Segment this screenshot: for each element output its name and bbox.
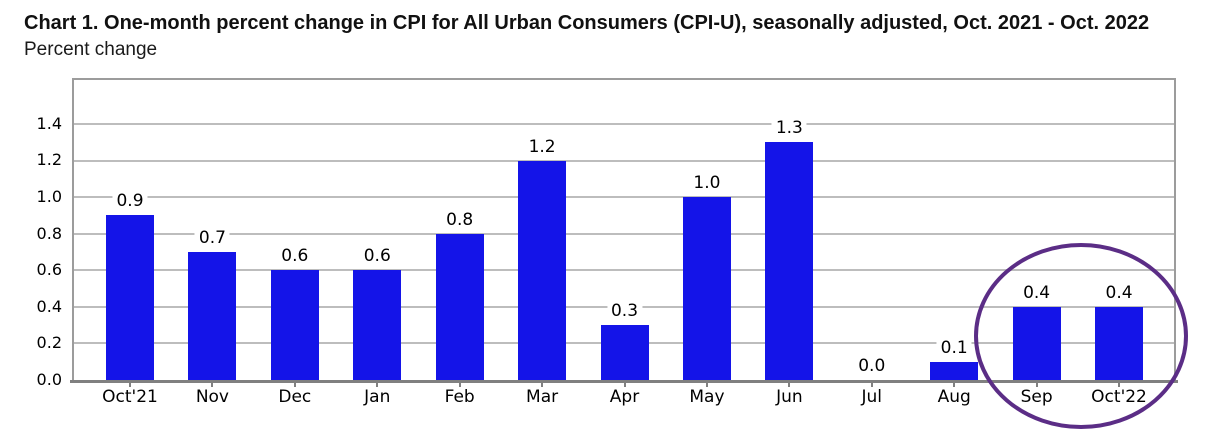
- x-axis-label: Jun: [776, 387, 803, 407]
- bar: [930, 361, 979, 380]
- bar-value-label: 1.3: [771, 118, 807, 139]
- y-axis-tick-label: 1.0: [36, 187, 62, 207]
- bar-value-label: 0.8: [442, 209, 478, 230]
- x-axis-tick: [458, 383, 461, 387]
- bar-value-label: 0.3: [606, 301, 643, 322]
- bar: [1095, 306, 1144, 380]
- plot-area: 0.9 0.7 0.6 0.6 0.8 1.2 0.3 1.0 1.3 0.0 0.1 0.4 0.4: [72, 78, 1176, 380]
- x-axis-label: Sep: [1020, 387, 1053, 407]
- bar-value-label: 0.0: [854, 356, 890, 376]
- x-axis-tick: [705, 383, 708, 387]
- x-axis-tick: [129, 383, 131, 387]
- bar: [518, 160, 567, 380]
- y-axis-tick-label: 1.4: [36, 113, 62, 133]
- gridline: [74, 122, 1174, 125]
- bar-value-label: 0.4: [1019, 282, 1055, 303]
- bar: [106, 215, 154, 380]
- gridline: [74, 159, 1174, 162]
- y-axis-tick-label: 0.4: [36, 296, 62, 316]
- bar-value-label: 0.6: [359, 246, 395, 267]
- bar: [682, 197, 731, 380]
- x-axis-label: Jan: [364, 387, 391, 407]
- x-axis-tick: [953, 383, 956, 387]
- x-axis-label: May: [689, 387, 725, 407]
- x-axis-label: Jul: [861, 387, 883, 407]
- y-axis-tick-label: 0.0: [36, 370, 62, 389]
- x-axis-tick: [623, 383, 626, 387]
- x-axis-tick: [541, 383, 544, 387]
- bar-value-label: 0.9: [112, 191, 148, 212]
- x-axis-tick: [1035, 383, 1038, 387]
- x-axis-tick: [376, 383, 379, 387]
- gridline: [74, 232, 1174, 235]
- x-axis-label: Aug: [937, 387, 971, 407]
- x-axis-tick: [211, 383, 214, 387]
- bar: [1012, 306, 1061, 380]
- bar: [353, 270, 402, 380]
- bar-value-label: 1.0: [689, 173, 725, 194]
- gridline: [74, 269, 1174, 272]
- x-axis-tick: [293, 383, 296, 387]
- y-axis-tick-label: 0.2: [36, 333, 62, 353]
- x-axis-label: Apr: [609, 387, 640, 407]
- chart-title: Chart 1. One-month percent change in CPI…: [24, 12, 1150, 34]
- x-axis-label: Mar: [526, 387, 559, 407]
- bar: [270, 270, 319, 380]
- x-axis-label: Oct'22: [1091, 387, 1147, 407]
- x-axis-label: Nov: [195, 387, 229, 407]
- y-axis-unit-label: Percent change: [24, 39, 158, 60]
- x-axis-tick: [788, 383, 791, 387]
- x-axis-label: Feb: [444, 387, 475, 407]
- x-axis-line: [70, 380, 1178, 383]
- y-axis-tick-label: 0.8: [36, 223, 62, 243]
- bar: [188, 251, 237, 380]
- y-axis-tick-label: 1.2: [36, 150, 62, 170]
- bar: [435, 233, 484, 380]
- gridline: [74, 196, 1174, 199]
- x-axis-tick: [870, 383, 873, 387]
- y-axis-tick-label: 0.6: [36, 260, 62, 280]
- bar-value-label: 0.4: [1101, 282, 1137, 303]
- bar: [765, 142, 814, 380]
- bar-value-label: 0.6: [277, 246, 313, 267]
- bar-value-label: 0.1: [936, 337, 972, 358]
- bar-value-label: 1.2: [524, 136, 560, 157]
- x-axis-label: Dec: [278, 387, 312, 407]
- x-axis-label: Oct'21: [102, 387, 158, 407]
- bar: [600, 325, 649, 380]
- bar-value-label: 0.7: [194, 227, 230, 248]
- x-axis-tick: [1118, 383, 1121, 387]
